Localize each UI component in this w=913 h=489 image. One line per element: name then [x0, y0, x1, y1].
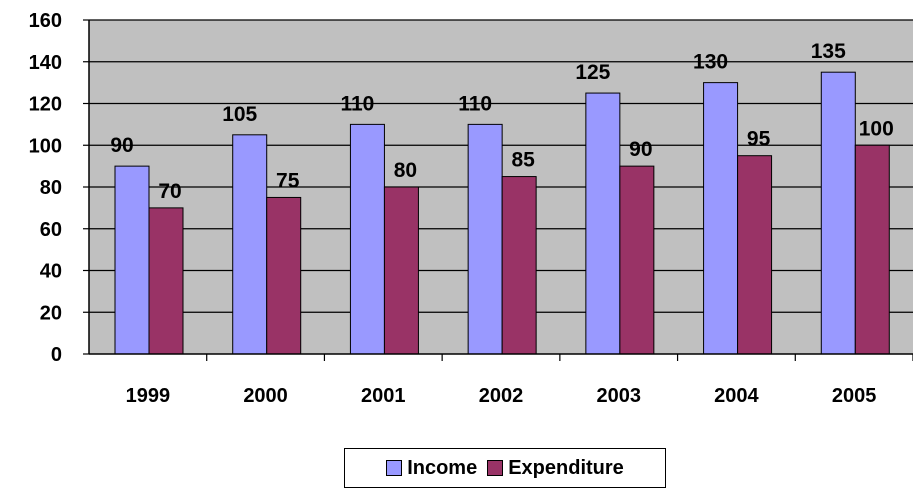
data-label-expenditure: 75: [276, 169, 300, 192]
bar-income-2003: [585, 92, 621, 355]
y-tick-label: 0: [51, 344, 62, 366]
y-tick-label: 80: [40, 177, 62, 199]
x-tick-label: 2002: [479, 385, 524, 407]
data-labels: 90 70 105 75 110 80 110 85 125 90 130 95 135 100: [110, 40, 893, 203]
bar-income-2004: [703, 82, 739, 355]
data-label-income: 135: [811, 40, 846, 63]
data-label-income: 130: [693, 51, 728, 74]
data-label-expenditure: 95: [747, 128, 771, 151]
y-tick-label: 100: [29, 135, 62, 157]
y-tick-label: 40: [40, 261, 62, 283]
x-tick-label: 2003: [596, 385, 641, 407]
y-tick-label: 160: [29, 10, 62, 32]
legend-label-expenditure: Expenditure: [508, 456, 624, 479]
data-label-expenditure: 100: [859, 117, 894, 140]
data-label-expenditure: 80: [394, 159, 417, 182]
bar-expenditure-2001: [383, 186, 419, 355]
y-tick-label: 20: [40, 302, 62, 324]
data-label-income: 90: [110, 134, 133, 157]
bar-expenditure-1999: [148, 207, 184, 355]
data-label-income: 110: [340, 92, 374, 115]
bar-income-2001: [349, 123, 385, 355]
data-label-income: 110: [458, 92, 492, 115]
bar-expenditure-2003: [619, 165, 655, 355]
legend-swatch-income: [386, 460, 403, 476]
y-tick-label: 140: [29, 52, 62, 74]
bar-income-2002: [467, 123, 503, 355]
x-tick-label: 2005: [832, 385, 877, 407]
legend: Income Expenditure: [344, 448, 666, 488]
axes: [83, 19, 913, 361]
bar-expenditure-2004: [737, 155, 773, 355]
bars: [114, 71, 890, 355]
bar-expenditure-2005: [854, 144, 890, 355]
y-tick-label: 60: [40, 219, 62, 241]
x-tick-labels: 1999 2000 2001 2002 2003 2004 2005: [126, 385, 877, 407]
legend-swatch-expenditure: [487, 460, 504, 476]
bar-income-2000: [232, 134, 268, 355]
data-label-income: 105: [222, 103, 257, 126]
legend-entry-expenditure: Expenditure: [487, 457, 624, 480]
x-tick-label: 2004: [714, 385, 759, 407]
y-tick-label: 120: [29, 94, 62, 116]
x-tick-label: 2000: [243, 385, 288, 407]
bar-expenditure-2000: [266, 196, 302, 355]
data-label-expenditure: 85: [511, 149, 535, 172]
data-label-income: 125: [575, 61, 610, 84]
data-label-expenditure: 70: [158, 180, 181, 203]
x-tick-label: 1999: [126, 385, 171, 407]
legend-entry-income: Income: [386, 457, 477, 480]
legend-label-income: Income: [407, 456, 478, 479]
x-tick-label: 2001: [361, 385, 406, 407]
data-label-expenditure: 90: [629, 138, 652, 161]
y-tick-labels: 0 20 40 60 80 100 120 140 160: [29, 10, 62, 366]
bar-income-2005: [820, 71, 856, 355]
bar-income-1999: [114, 165, 150, 355]
bar-expenditure-2002: [501, 176, 537, 355]
